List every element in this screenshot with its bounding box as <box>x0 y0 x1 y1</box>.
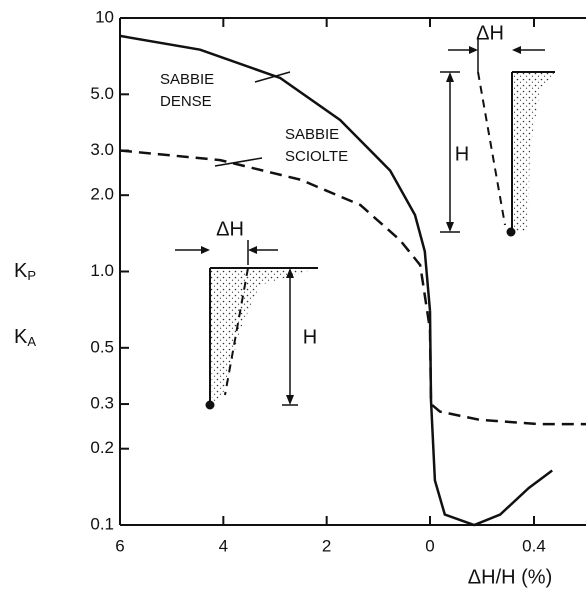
y-tick-label: 1.0 <box>90 261 114 280</box>
leader-line <box>214 157 263 167</box>
y-tick-label: 0.2 <box>90 438 114 457</box>
x-tick-label: 2 <box>322 536 331 555</box>
y-tick-label: 10 <box>95 7 114 26</box>
y-axis-label: KA <box>14 326 36 349</box>
inset-left <box>175 240 318 410</box>
x-tick-label: 0 <box>425 536 434 555</box>
curve <box>119 34 432 311</box>
y-tick-label: 5.0 <box>90 84 114 103</box>
series-label: SABBIE <box>285 126 339 143</box>
y-tick-label: 0.5 <box>90 337 114 356</box>
series-label: SCIOLTE <box>285 148 348 165</box>
y-tick-label: 0.1 <box>90 514 114 533</box>
label-sub: P <box>27 268 36 283</box>
x-tick-label: 0.4 <box>522 536 546 555</box>
inset-dh: ΔH <box>216 218 244 240</box>
label-sub: A <box>27 334 36 349</box>
x-tick-label: 6 <box>115 536 124 555</box>
inset-dh: ΔH <box>476 22 504 44</box>
x-tick-label: 4 <box>219 536 228 555</box>
y-tick-label: 3.0 <box>90 140 114 159</box>
y-axis-label: KP <box>14 260 36 283</box>
series-label: SABBIE <box>160 71 214 88</box>
inset-h: H <box>455 143 469 165</box>
curve <box>119 149 432 330</box>
inset-h: H <box>303 326 317 348</box>
curve <box>428 329 586 426</box>
label-main: K <box>14 326 28 348</box>
curve <box>428 310 553 527</box>
y-tick-label: 2.0 <box>90 185 114 204</box>
label-main: K <box>14 260 28 282</box>
inset-right <box>440 38 555 237</box>
leader-line <box>254 71 291 83</box>
x-axis-label: ΔH/H (%) <box>468 566 552 588</box>
y-tick-label: 0.3 <box>90 394 114 413</box>
series-label: DENSE <box>160 93 212 110</box>
